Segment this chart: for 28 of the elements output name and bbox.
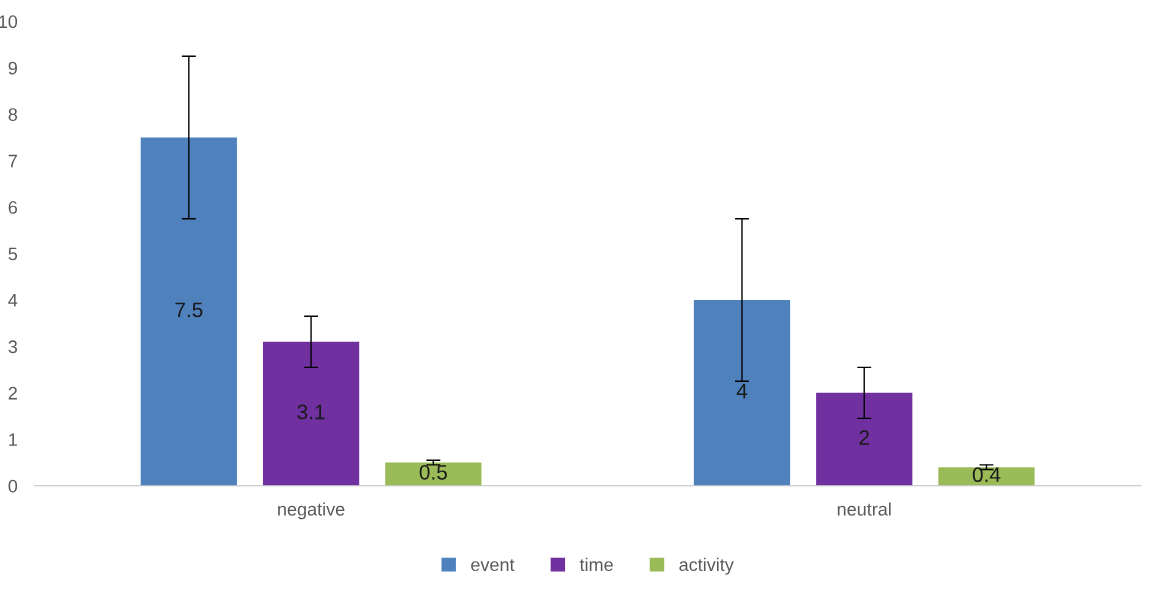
bar — [385, 462, 482, 486]
data-label: 0.5 — [419, 464, 447, 480]
y-tick-label: 5 — [8, 247, 18, 261]
y-tick-label: 8 — [8, 108, 18, 121]
y-tick-label: 1 — [9, 433, 17, 446]
data-label: 4 — [736, 383, 748, 399]
legend-label: time — [579, 557, 613, 572]
data-label: 0.4 — [972, 467, 1001, 483]
x-tick-label: neutral — [837, 502, 891, 516]
x-tick-label: negative — [278, 502, 345, 520]
y-tick-label: 0 — [8, 479, 18, 493]
bar — [938, 467, 1035, 486]
legend-label: activity — [679, 557, 734, 575]
data-label: 2 — [859, 430, 869, 445]
y-tick-label: 3 — [8, 340, 18, 354]
data-label: 7.5 — [175, 302, 203, 318]
y-tick-label: 10 — [0, 15, 18, 29]
bar — [262, 341, 360, 486]
legend-label: event — [471, 559, 515, 572]
bar — [140, 137, 237, 486]
y-tick-label: 6 — [8, 201, 18, 214]
y-tick-label: 7 — [8, 154, 17, 168]
bar — [693, 300, 791, 486]
data-label: 3.1 — [297, 404, 325, 420]
bar — [816, 392, 913, 486]
y-tick-label: 4 — [8, 294, 18, 307]
y-tick-label: 9 — [8, 61, 17, 75]
y-tick-label: 2 — [8, 386, 17, 400]
